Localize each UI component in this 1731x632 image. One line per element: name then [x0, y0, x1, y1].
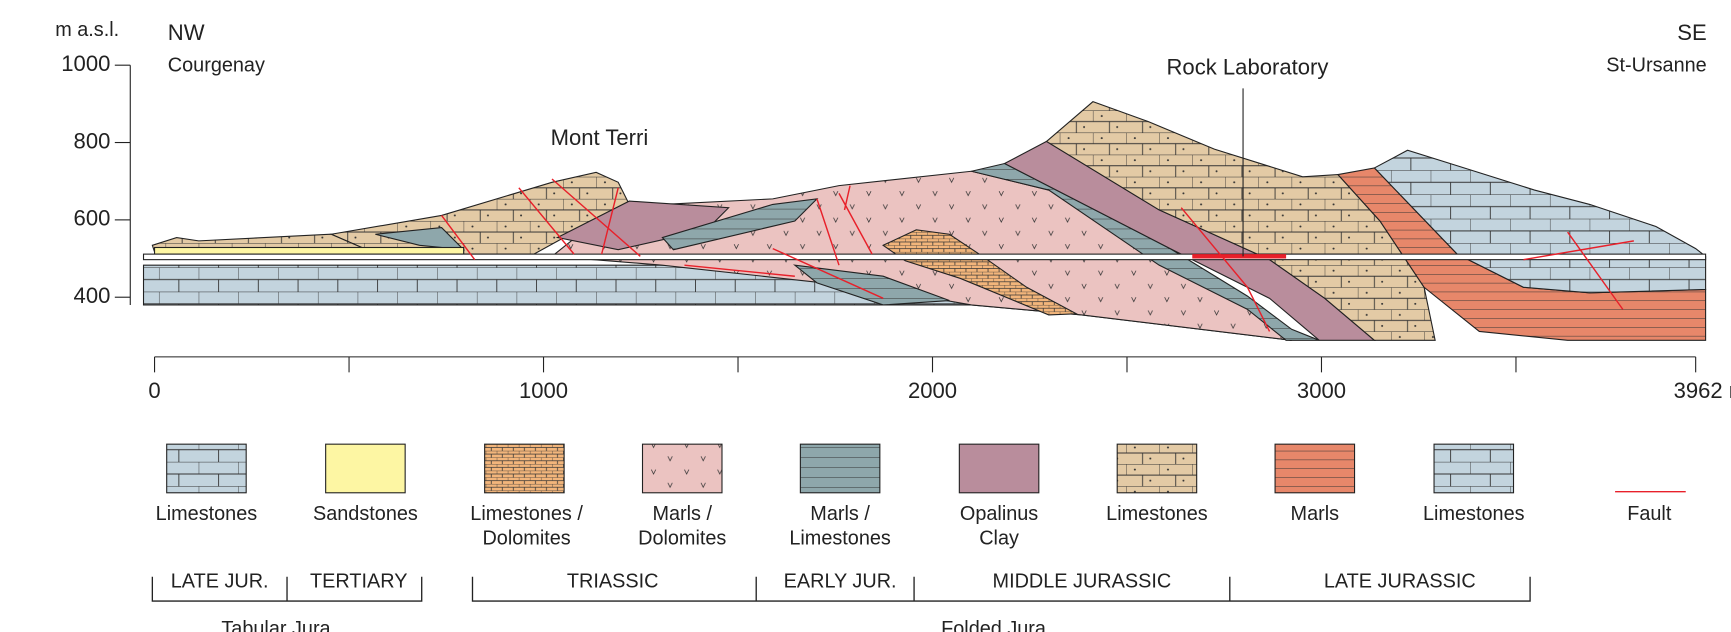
- y-axis-label: m a.s.l.: [55, 19, 119, 41]
- sandstone: [154, 246, 465, 255]
- legend-swatch: [1433, 443, 1515, 494]
- age-label: LATE JURASSIC: [1324, 571, 1476, 593]
- legend-label: Marls /: [810, 503, 870, 525]
- direction-label: SE: [1677, 20, 1706, 45]
- geology: [142, 88, 1707, 341]
- x-tick-label: 0: [148, 378, 160, 403]
- axes: m a.s.l.: [55, 19, 1696, 358]
- legend-swatch: [799, 443, 881, 494]
- labels: NW Courgenay SE St-Ursanne Mont Terri Ro…: [168, 20, 1707, 150]
- legend-swatch: [325, 443, 406, 494]
- legend-label: Limestones /: [470, 503, 583, 525]
- legend-swatch: [1116, 443, 1198, 494]
- age-labels: LATE JUR. TERTIARY TRIASSIC EARLY JUR. M…: [171, 571, 1476, 632]
- x-tick-label: 3000: [1297, 378, 1346, 403]
- y-tick-label: 800: [74, 128, 111, 153]
- age-label: TERTIARY: [310, 571, 407, 593]
- legend-label: Limestones: [1106, 503, 1208, 525]
- legend-swatch: [166, 443, 247, 494]
- bracket: [471, 576, 1531, 602]
- tunnel: [142, 253, 1707, 261]
- marls-limestones-lower: [792, 264, 950, 306]
- legend-label: Dolomites: [638, 527, 726, 549]
- age-label: MIDDLE JURASSIC: [993, 571, 1172, 593]
- legend-label: Limestones: [1423, 503, 1525, 525]
- age-brackets: [151, 576, 1531, 602]
- legend: Limestones Sandstones Limestones / Dolom…: [156, 443, 1686, 549]
- age-label: TRIASSIC: [567, 571, 659, 593]
- y-tick-label: 600: [74, 206, 111, 231]
- x-tick-label: 3962 m: [1674, 378, 1731, 403]
- legend-label: Marls /: [652, 503, 712, 525]
- x-tick-label: 2000: [908, 378, 957, 403]
- legend-swatch: [484, 443, 565, 494]
- legend-label: Opalinus: [960, 503, 1038, 525]
- legend-label: Marls: [1291, 503, 1340, 525]
- fault: [441, 178, 1634, 332]
- group-label: Folded Jura: [941, 618, 1047, 632]
- y-tick-label: 1000: [61, 51, 110, 76]
- marls-limestones-left: [661, 198, 819, 251]
- legend-swatch: [1274, 443, 1356, 494]
- legend-label: Limestones: [789, 527, 891, 549]
- limestones-dolomites: [882, 229, 1079, 316]
- y-tick-label: 400: [74, 283, 111, 308]
- site-label: Rock Laboratory: [1167, 54, 1329, 79]
- x-tick-label: 1000: [519, 378, 568, 403]
- age-label: LATE JUR.: [171, 571, 269, 593]
- legend-swatch: [641, 443, 723, 494]
- place-label: St-Ursanne: [1606, 55, 1706, 77]
- legend-swatch: [958, 443, 1040, 494]
- group-label: Tabular Jura: [221, 618, 331, 632]
- opalinus-left: [555, 200, 730, 251]
- place-label: Courgenay: [168, 55, 265, 77]
- legend-label: Clay: [979, 527, 1019, 549]
- legend-label: Limestones: [156, 503, 258, 525]
- direction-label: NW: [168, 20, 205, 45]
- bracket: [151, 576, 423, 602]
- legend-label: Fault: [1627, 503, 1672, 525]
- age-label: EARLY JUR.: [784, 571, 897, 593]
- legend-label: Sandstones: [313, 503, 418, 525]
- legend-label: Dolomites: [482, 527, 570, 549]
- peak-label: Mont Terri: [551, 125, 649, 150]
